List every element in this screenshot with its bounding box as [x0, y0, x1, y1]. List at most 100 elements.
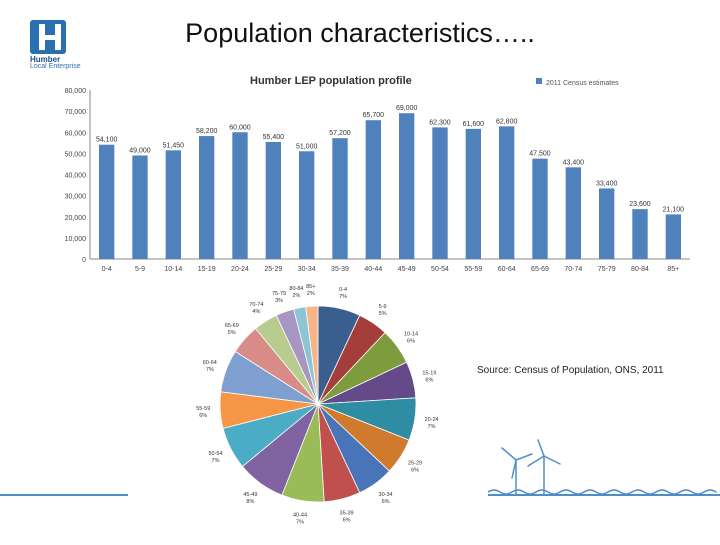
bar-80-84	[632, 209, 648, 259]
wind-turbines-icon	[488, 439, 717, 495]
bar-20-24	[232, 132, 248, 259]
footer-rule-right	[488, 494, 720, 496]
bar-data-label: 51,000	[296, 143, 318, 150]
pie-slice-label: 55-59	[196, 406, 210, 412]
x-tick-label: 25-29	[264, 266, 282, 273]
x-tick-label: 45-49	[398, 266, 416, 273]
bar-chart: Humber LEP population profile 2011 Censu…	[65, 75, 690, 273]
pie-slice-percent: 6%	[425, 377, 433, 383]
logo-mark	[30, 20, 66, 54]
y-tick-label: 0	[82, 257, 86, 264]
bar-data-label: 60,000	[229, 124, 251, 131]
pie-slice-percent: 7%	[339, 294, 347, 300]
bar-data-label: 58,200	[196, 128, 218, 135]
bar-data-label: 47,500	[529, 151, 551, 158]
bar-65-69	[532, 158, 548, 259]
bar-data-label: 43,400	[563, 159, 585, 166]
y-tick-label: 10,000	[65, 236, 87, 243]
pie-slice-label: 65-69	[225, 323, 239, 329]
pie-slice-label: 60-64	[203, 360, 217, 366]
pie-slice-percent: 6%	[382, 499, 390, 505]
bar-data-label: 69,000	[396, 105, 418, 112]
pie-slice-label: 50-54	[208, 451, 222, 457]
y-tick-label: 40,000	[65, 173, 87, 180]
x-tick-label: 20-24	[231, 266, 249, 273]
bar-data-label: 23,600	[629, 201, 651, 208]
bar-data-label: 62,300	[429, 119, 451, 126]
slide-title: Population characteristics…..	[185, 18, 535, 48]
pie-slice-percent: 3%	[275, 298, 283, 304]
y-tick-label: 80,000	[65, 88, 87, 95]
pie-slice-label: 70-74	[249, 302, 263, 308]
bar-25-29	[265, 141, 281, 259]
pie-slice-label: 45-49	[243, 492, 257, 498]
bar-5-9	[132, 155, 148, 259]
bar-data-label: 33,400	[596, 180, 618, 187]
footer-rule-left	[0, 494, 128, 496]
x-tick-label: 60-64	[498, 266, 516, 273]
x-tick-label: 75-79	[598, 266, 616, 273]
logo-h-icon	[39, 24, 61, 50]
legend-label: 2011 Census estimates	[546, 80, 619, 87]
pie-chart: 0-47%5-95%10-146%15-196%20-247%25-296%30…	[196, 284, 439, 526]
pie-slice-label: 25-29	[408, 461, 422, 467]
x-tick-label: 0-4	[102, 266, 112, 273]
pie-slice-percent: 5%	[228, 330, 236, 336]
bar-35-39	[332, 138, 348, 259]
bar-data-label: 54,100	[96, 137, 118, 144]
legend-swatch	[536, 78, 542, 84]
bar-data-label: 61,600	[463, 121, 485, 128]
pie-slice-label: 85+	[306, 284, 315, 290]
bar-15-19	[199, 136, 215, 259]
x-tick-label: 65-69	[531, 266, 549, 273]
pie-slice-percent: 7%	[296, 520, 304, 526]
bar-70-74	[565, 167, 581, 259]
x-tick-label: 50-54	[431, 266, 449, 273]
bar-55-59	[465, 128, 481, 259]
pie-slice-label: 40-44	[293, 513, 307, 519]
pie-slice-percent: 6%	[199, 413, 207, 419]
bar-data-label: 49,000	[129, 147, 151, 154]
humber-lep-logo: Humber Local Enterprise	[28, 20, 88, 72]
x-tick-label: 85+	[667, 266, 679, 273]
bar-data-label: 65,700	[363, 112, 385, 119]
logo-subtitle: Local Enterprise	[30, 63, 81, 70]
pie-slice-percent: 2%	[307, 291, 315, 297]
bar-data-label: 51,450	[163, 142, 185, 149]
pie-chart-panel: 0-4 7% 5-9 5% 10-14 6% 15-19 6% 20-24 7% 25-29 6% 30…	[190, 282, 440, 540]
x-tick-label: 15-19	[198, 266, 216, 273]
pie-slice-label: 75-79	[272, 291, 286, 297]
y-tick-label: 70,000	[65, 109, 87, 116]
pie-slice-percent: 4%	[252, 309, 260, 315]
pie-slice-percent: 7%	[212, 458, 220, 464]
y-tick-label: 30,000	[65, 194, 87, 201]
pie-slice-label: 15-19	[422, 370, 436, 376]
bar-data-label: 55,400	[263, 134, 285, 141]
pie-slice-label: 30-34	[379, 492, 393, 498]
bar-50-54	[432, 127, 448, 259]
pie-slice-label: 10-14	[404, 331, 418, 337]
bar-30-34	[299, 151, 315, 259]
pie-slice-label: 5-9	[379, 304, 387, 310]
pie-slice-percent: 6%	[407, 338, 415, 344]
x-tick-label: 55-59	[464, 266, 482, 273]
pie-slice-percent: 2%	[292, 293, 300, 299]
pie-slice-label: 20-24	[425, 417, 439, 423]
bar-data-label: 62,800	[496, 118, 518, 125]
x-tick-label: 10-14	[164, 266, 182, 273]
bar-chart-panel: Humber LEP population profile 2011 Censu…	[38, 68, 694, 276]
bar-data-label: 21,100	[663, 206, 685, 213]
x-tick-label: 35-39	[331, 266, 349, 273]
logo-name: Humber	[30, 55, 61, 64]
bar-chart-title: Humber LEP population profile	[250, 75, 412, 87]
pie-slice-85+	[305, 305, 319, 405]
y-tick-label: 20,000	[65, 215, 87, 222]
x-tick-label: 5-9	[135, 266, 145, 273]
pie-slice-percent: 6%	[343, 517, 351, 523]
pie-slice-percent: 7%	[206, 367, 214, 373]
source-note: Source: Census of Population, ONS, 2011	[477, 365, 664, 376]
x-tick-label: 70-74	[564, 266, 582, 273]
bar-10-14	[165, 150, 181, 259]
pie-slice-percent: 8%	[246, 499, 254, 505]
pie-slice-label: 35-39	[340, 510, 354, 516]
